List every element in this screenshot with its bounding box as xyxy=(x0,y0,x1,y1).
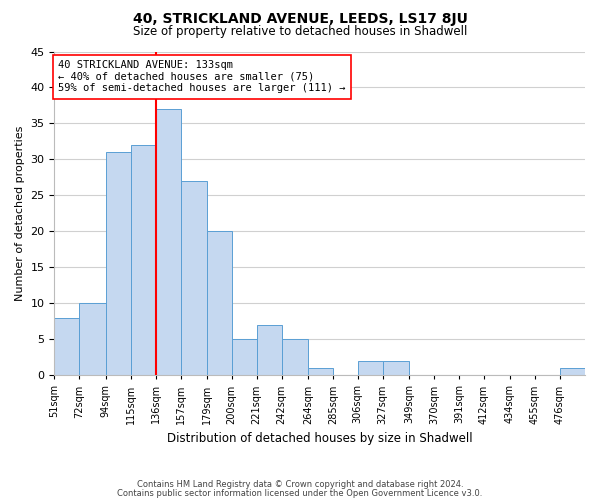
Bar xyxy=(308,368,333,376)
Text: 40 STRICKLAND AVENUE: 133sqm
← 40% of detached houses are smaller (75)
59% of se: 40 STRICKLAND AVENUE: 133sqm ← 40% of de… xyxy=(58,60,346,94)
Bar xyxy=(206,232,232,376)
Bar xyxy=(55,318,79,376)
Text: Size of property relative to detached houses in Shadwell: Size of property relative to detached ho… xyxy=(133,25,467,38)
Bar xyxy=(232,340,257,376)
Text: 40, STRICKLAND AVENUE, LEEDS, LS17 8JU: 40, STRICKLAND AVENUE, LEEDS, LS17 8JU xyxy=(133,12,467,26)
Bar xyxy=(383,361,409,376)
Bar xyxy=(181,181,206,376)
Bar xyxy=(281,340,308,376)
Bar xyxy=(155,109,181,376)
Text: Contains public sector information licensed under the Open Government Licence v3: Contains public sector information licen… xyxy=(118,488,482,498)
Bar xyxy=(131,145,155,376)
Bar xyxy=(106,152,131,376)
Bar xyxy=(257,325,281,376)
Text: Contains HM Land Registry data © Crown copyright and database right 2024.: Contains HM Land Registry data © Crown c… xyxy=(137,480,463,489)
Y-axis label: Number of detached properties: Number of detached properties xyxy=(15,126,25,301)
Bar xyxy=(560,368,585,376)
Bar xyxy=(358,361,383,376)
Bar xyxy=(79,304,106,376)
X-axis label: Distribution of detached houses by size in Shadwell: Distribution of detached houses by size … xyxy=(167,432,473,445)
